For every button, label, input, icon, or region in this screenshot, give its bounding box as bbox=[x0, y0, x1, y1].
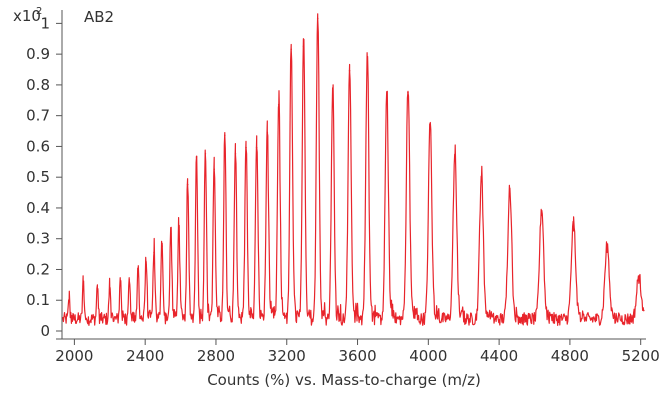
peak-point bbox=[224, 134, 226, 137]
peak-point bbox=[213, 168, 215, 170]
peak-point bbox=[429, 128, 431, 131]
y-tick-label: 0.1 bbox=[26, 291, 50, 309]
x-tick-label: 4400 bbox=[480, 347, 518, 365]
x-tick-label: 5200 bbox=[622, 347, 660, 365]
peak-point bbox=[161, 245, 163, 247]
peak-point bbox=[245, 146, 247, 149]
x-tick-label: 2800 bbox=[197, 347, 235, 365]
peak-point bbox=[137, 272, 139, 275]
axis-group bbox=[56, 10, 646, 345]
label-group: 0 0.1 0.2 0.3 0.4 0.5 0.6 0.7 0.8 0.9 1 2000 2400 280… bbox=[26, 14, 660, 365]
peak-point bbox=[638, 282, 640, 284]
peak-point bbox=[316, 17, 319, 20]
peak-point bbox=[266, 131, 269, 134]
y-tick-label: 0.9 bbox=[26, 45, 50, 63]
peak-point bbox=[153, 251, 155, 254]
x-tick-label: 2000 bbox=[55, 347, 93, 365]
peak-point bbox=[366, 60, 369, 63]
peak-point bbox=[302, 45, 305, 47]
y-tick-label: 0 bbox=[40, 322, 50, 340]
x-axis-label: Counts (%) vs. Mass-to-charge (m/z) bbox=[207, 371, 481, 389]
peak-point bbox=[170, 232, 172, 235]
peak-point bbox=[82, 285, 85, 287]
peak-marks bbox=[68, 17, 640, 303]
peak-point bbox=[454, 159, 456, 161]
peak-point bbox=[331, 94, 334, 97]
y-multiplier-exponent: 2 bbox=[36, 6, 42, 17]
y-tick-label: 0.5 bbox=[26, 168, 50, 186]
peak-point bbox=[407, 91, 409, 94]
y-tick-label: 1 bbox=[40, 14, 50, 32]
peak-point bbox=[108, 288, 111, 290]
peak-point bbox=[540, 214, 543, 217]
peak-point bbox=[508, 193, 511, 195]
peak-point bbox=[145, 263, 147, 266]
x-tick-label: 4000 bbox=[409, 347, 447, 365]
y-multiplier-base: x10 bbox=[13, 7, 41, 25]
peak-point bbox=[348, 69, 351, 72]
x-tick-label: 2400 bbox=[126, 347, 164, 365]
y-tick-label: 0.2 bbox=[26, 260, 50, 278]
peak-point bbox=[572, 229, 575, 232]
peak-point bbox=[204, 153, 207, 155]
peak-point bbox=[385, 100, 388, 103]
peak-point bbox=[178, 226, 180, 229]
peak-point bbox=[277, 103, 280, 106]
peak-point bbox=[480, 180, 483, 183]
x-tick-label: 3200 bbox=[268, 347, 306, 365]
peak-point bbox=[96, 288, 99, 290]
y-tick-label: 0.6 bbox=[26, 137, 50, 155]
peak-point bbox=[186, 183, 189, 186]
y-tick-label: 0.8 bbox=[26, 76, 50, 94]
series-name-label: AB2 bbox=[84, 8, 114, 26]
peak-point bbox=[255, 146, 258, 149]
y-tick-label: 0.4 bbox=[26, 199, 50, 217]
x-tick-label: 4800 bbox=[551, 347, 589, 365]
peak-point bbox=[68, 300, 70, 303]
peak-point bbox=[606, 251, 608, 254]
y-tick-label: 0.3 bbox=[26, 230, 50, 248]
peak-point bbox=[128, 279, 131, 281]
peak-point bbox=[234, 153, 237, 155]
peak-point bbox=[195, 156, 198, 158]
y-tick-label: 0.7 bbox=[26, 107, 50, 125]
x-tick-label: 3600 bbox=[338, 347, 376, 365]
peak-point bbox=[290, 48, 292, 51]
peak-point bbox=[119, 282, 122, 284]
spectrum-series-line bbox=[62, 13, 645, 326]
